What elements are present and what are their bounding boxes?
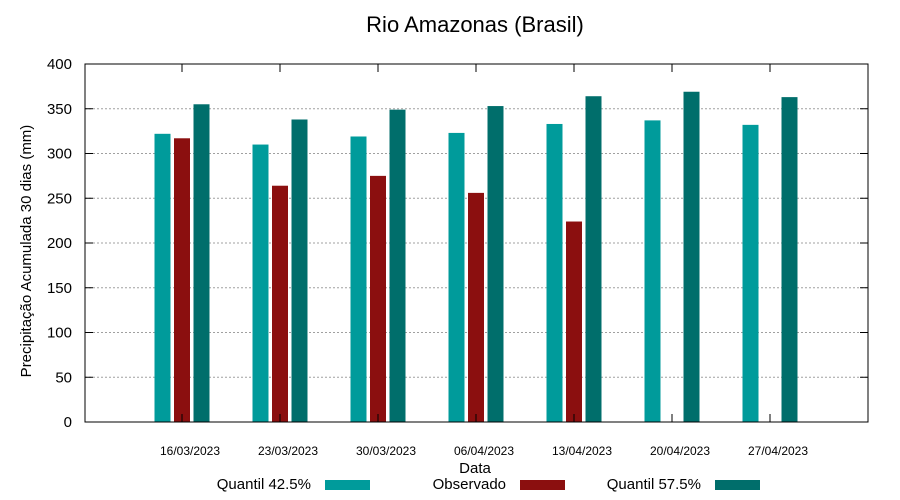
legend-swatch — [520, 480, 565, 490]
bar-quantil-42-5 — [350, 136, 367, 422]
bar-observado — [272, 185, 288, 422]
legend-swatch — [715, 480, 760, 490]
y-axis-label: Precipitação Acumulada 30 dias (mm) — [18, 125, 35, 378]
bar-quantil-42-5 — [252, 144, 269, 423]
bar-observado — [174, 138, 190, 422]
legend-label: Quantil 57.5% — [607, 476, 701, 493]
x-tick-label: 06/04/2023 — [454, 444, 514, 458]
bar-quantil-57-5 — [487, 106, 504, 422]
y-tick-label: 50 — [55, 369, 72, 386]
x-tick-label: 20/04/2023 — [650, 444, 710, 458]
x-tick-label: 16/03/2023 — [160, 444, 220, 458]
y-tick-label: 250 — [47, 190, 72, 207]
bar-quantil-42-5 — [448, 132, 465, 423]
bar-quantil-42-5 — [644, 120, 661, 422]
bar-quantil-57-5 — [781, 97, 798, 423]
x-tick-label: 13/04/2023 — [552, 444, 612, 458]
y-tick-label: 400 — [47, 56, 72, 73]
x-axis-label: Data — [459, 460, 491, 477]
y-tick-label: 300 — [47, 146, 72, 163]
chart-title: Rio Amazonas (Brasil) — [366, 12, 584, 37]
x-tick-label: 27/04/2023 — [748, 444, 808, 458]
y-tick-label: 0 — [64, 414, 72, 431]
bar-layer — [154, 91, 798, 423]
x-tick-label: 30/03/2023 — [356, 444, 416, 458]
x-tick-label: 23/03/2023 — [258, 444, 318, 458]
y-tick-label: 100 — [47, 325, 72, 342]
legend-label: Quantil 42.5% — [217, 476, 311, 493]
bar-quantil-57-5 — [291, 119, 308, 423]
bar-observado — [468, 192, 484, 422]
bar-observado — [566, 221, 582, 422]
bar-quantil-42-5 — [546, 123, 563, 422]
legend: Quantil 42.5% Observado Quantil 57.5% — [217, 476, 760, 493]
bar-quantil-42-5 — [742, 124, 759, 423]
y-tick-label: 200 — [47, 235, 72, 252]
bar-observado — [370, 175, 386, 422]
legend-swatch — [325, 480, 370, 490]
bar-quantil-42-5 — [154, 133, 171, 422]
y-tick-label: 150 — [47, 280, 72, 297]
tick-layer: 0 50 100 150 200 250 300 350 400 16/03/2023 23/03/… — [47, 56, 868, 458]
bar-quantil-57-5 — [683, 91, 700, 423]
bar-quantil-57-5 — [193, 104, 210, 423]
bar-quantil-57-5 — [585, 96, 602, 422]
bar-quantil-57-5 — [389, 109, 406, 423]
y-tick-label: 350 — [47, 101, 72, 118]
grid-layer — [85, 108, 868, 378]
legend-label: Observado — [433, 476, 506, 493]
